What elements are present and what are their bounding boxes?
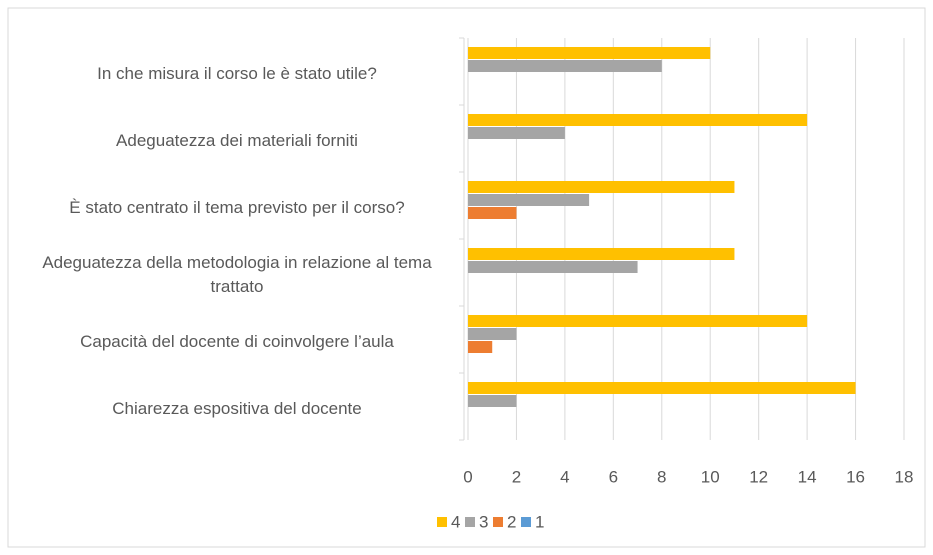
- bar: [468, 395, 517, 407]
- bar: [468, 194, 590, 206]
- bar: [468, 47, 711, 59]
- x-tick-label: 2: [512, 467, 521, 486]
- x-tick-label: 6: [609, 467, 618, 486]
- x-tick-label: 0: [463, 467, 472, 486]
- y-tick-label: In che misura il corso le è stato utile?: [97, 63, 377, 83]
- y-tick-label: Adeguatezza della metodologia in relazio…: [42, 252, 432, 296]
- bar: [468, 261, 638, 273]
- x-tick-label: 8: [657, 467, 666, 486]
- x-tick-label: 4: [560, 467, 569, 486]
- bar: [468, 382, 856, 394]
- bar: [468, 181, 735, 193]
- bar: [468, 341, 493, 353]
- x-tick-label: 14: [798, 467, 817, 486]
- legend-swatch: [521, 517, 531, 527]
- bar: [468, 207, 517, 219]
- x-tick-label: 10: [701, 467, 720, 486]
- legend-swatch: [493, 517, 503, 527]
- legend-swatch: [437, 517, 447, 527]
- bar: [468, 248, 735, 260]
- x-tick-label: 18: [895, 467, 914, 486]
- bar: [468, 114, 808, 126]
- legend-label: 1: [535, 512, 544, 531]
- x-tick-label: 12: [749, 467, 768, 486]
- bar: [468, 315, 808, 327]
- x-tick-label: 16: [846, 467, 865, 486]
- bar: [468, 60, 662, 72]
- legend-label: 3: [479, 512, 488, 531]
- bar: [468, 127, 565, 139]
- y-tick-label: Adeguatezza dei materiali forniti: [116, 130, 358, 150]
- legend-label: 4: [451, 512, 460, 531]
- legend-label: 2: [507, 512, 516, 531]
- bar: [468, 328, 517, 340]
- chart-border: [7, 7, 926, 548]
- y-tick-label: Chiarezza espositiva del docente: [112, 398, 362, 418]
- legend-swatch: [465, 517, 475, 527]
- y-tick-label: È stato centrato il tema previsto per il…: [69, 197, 405, 217]
- y-tick-label: Capacità del docente di coinvolgere l’au…: [80, 331, 394, 351]
